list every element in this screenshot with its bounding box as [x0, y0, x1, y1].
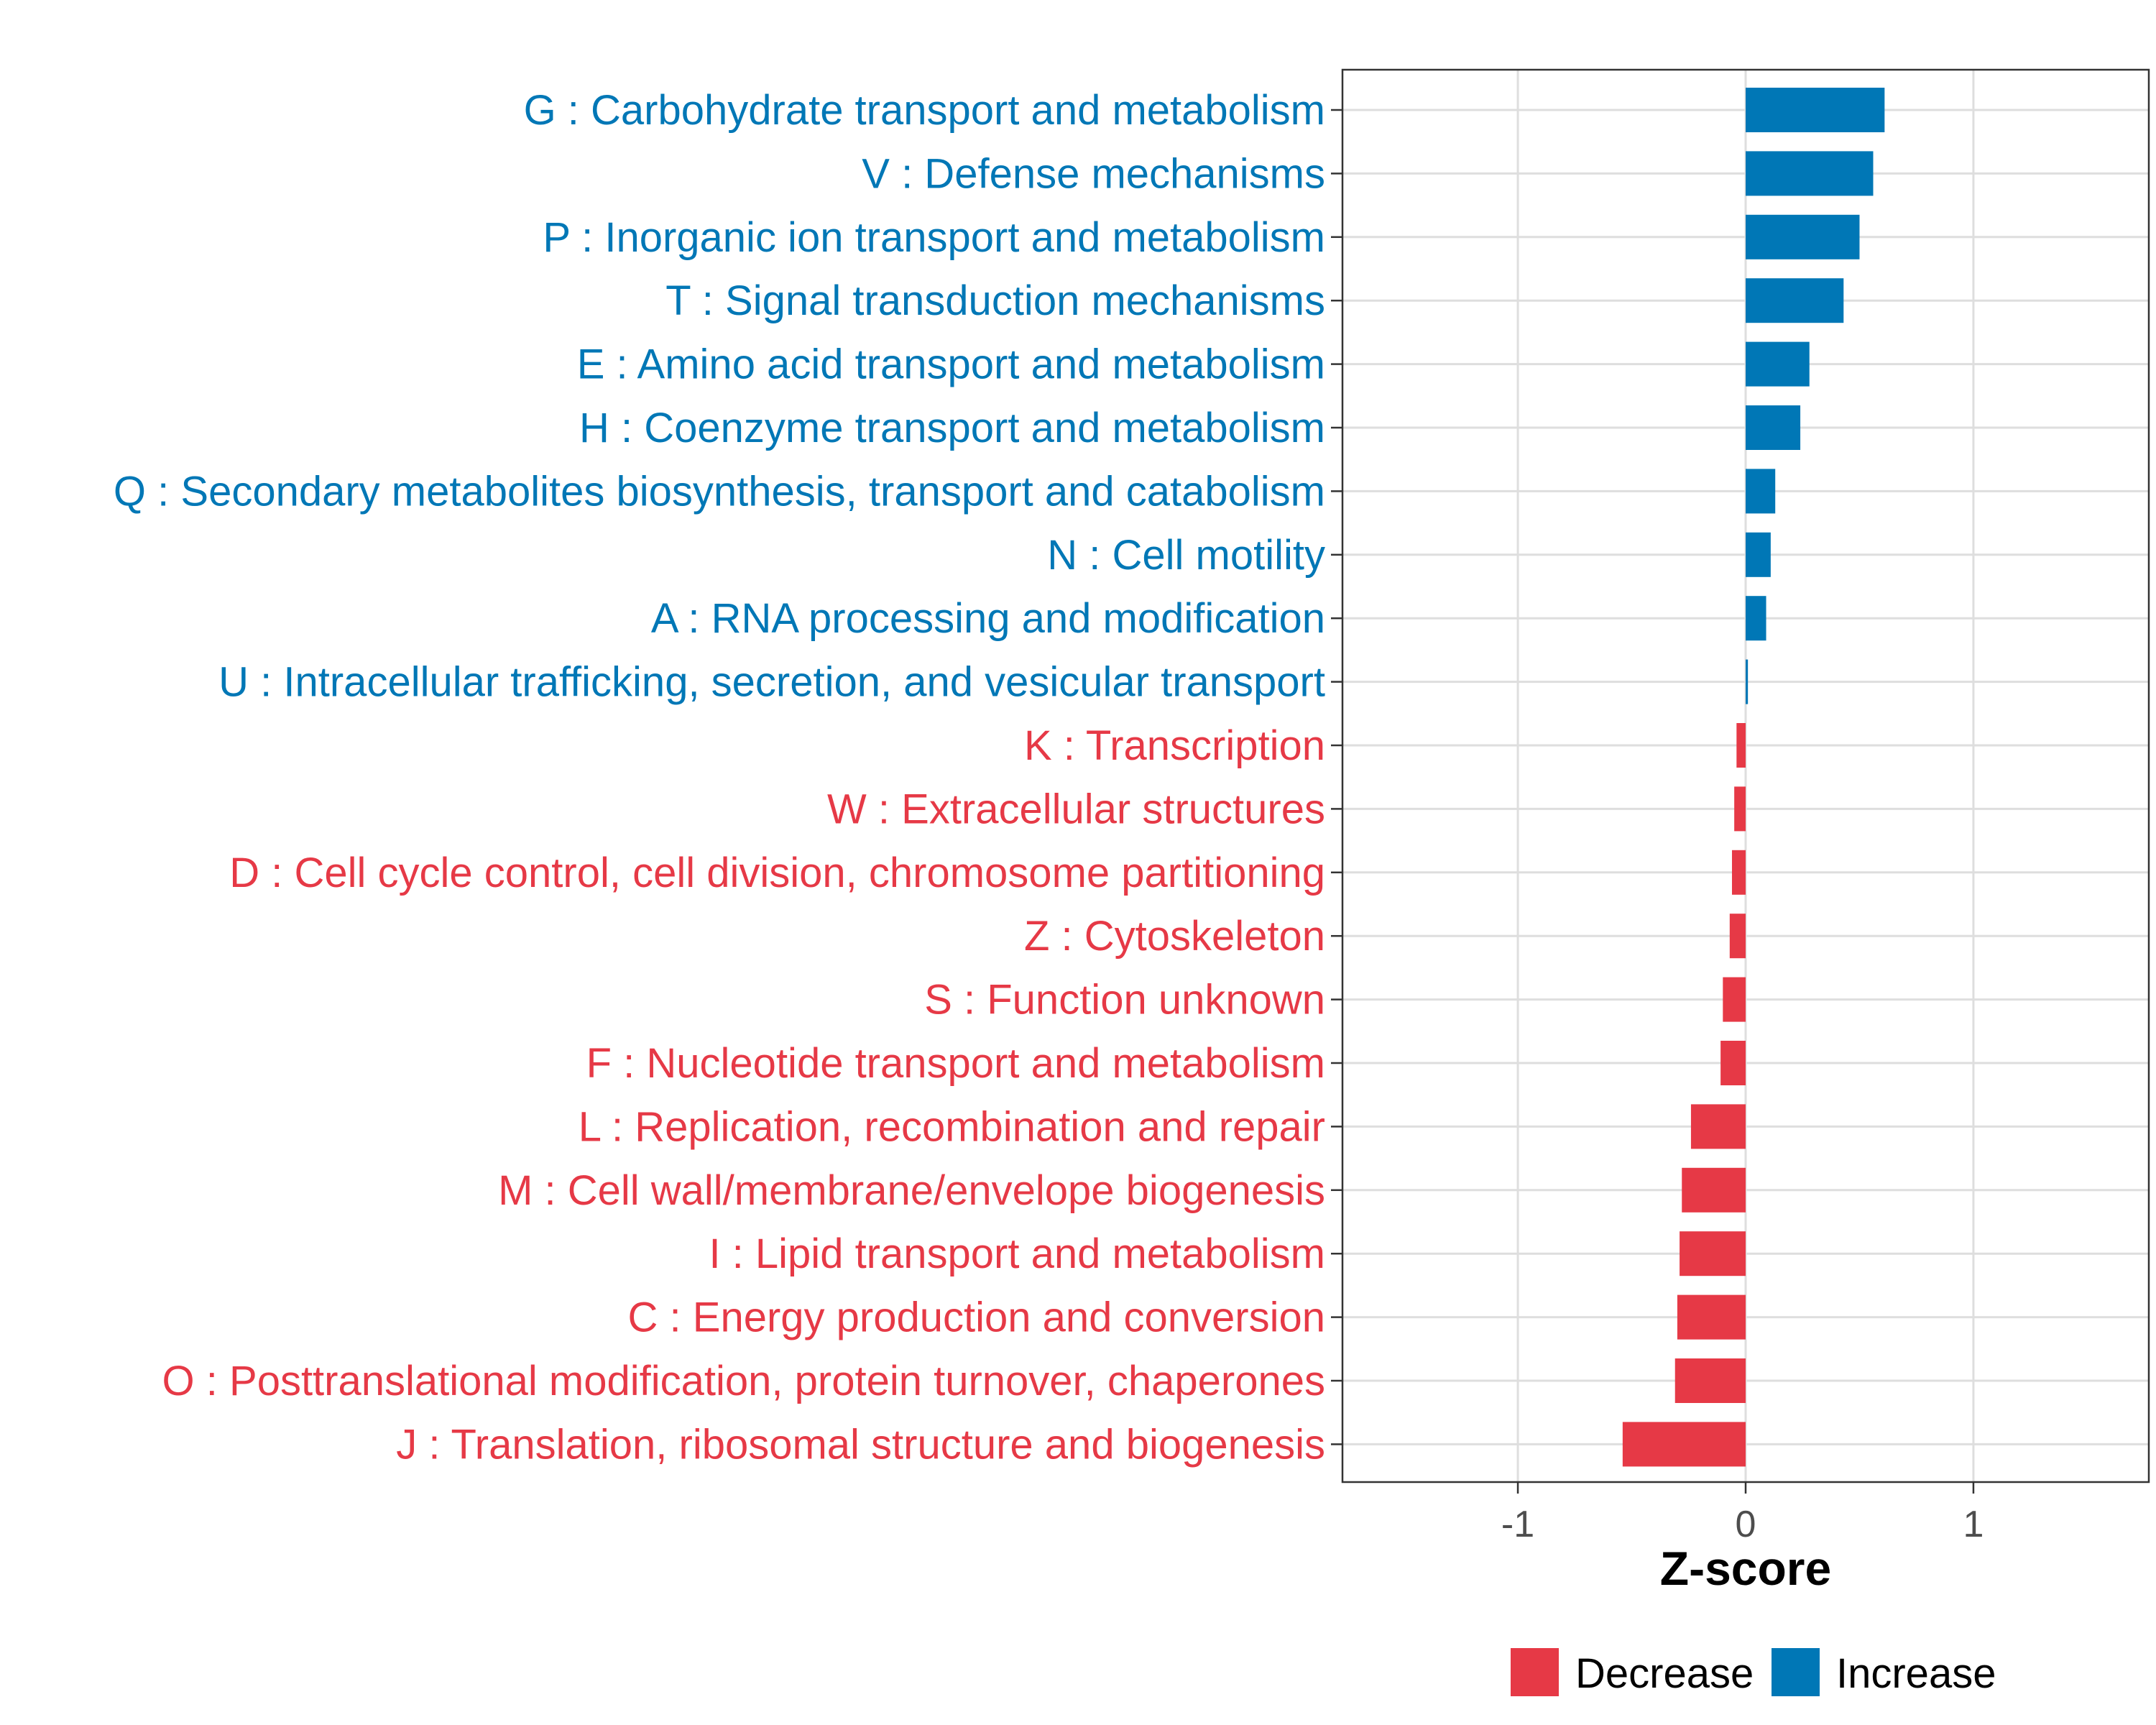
bar — [1746, 469, 1776, 514]
bar — [1746, 405, 1801, 450]
legend-swatch-increase — [1772, 1648, 1820, 1696]
category-label: S : Function unknown — [924, 977, 1325, 1024]
category-label: N : Cell motility — [1047, 532, 1325, 579]
bar — [1731, 850, 1746, 895]
category-label: P : Inorganic ion transport and metaboli… — [543, 214, 1325, 261]
bar — [1746, 151, 1874, 196]
bar — [1746, 341, 1810, 387]
category-label: I : Lipid transport and metabolism — [709, 1230, 1325, 1277]
category-label: U : Intracellular trafficking, secretion… — [218, 659, 1325, 706]
category-label: T : Signal transduction mechanisms — [665, 277, 1325, 324]
legend: Decrease Increase — [1511, 1648, 1996, 1697]
bar — [1674, 1358, 1746, 1403]
bar — [1690, 1104, 1746, 1149]
category-label: A : RNA processing and modification — [651, 595, 1325, 642]
bar — [1680, 1231, 1746, 1276]
bar — [1746, 659, 1749, 704]
bar — [1746, 88, 1885, 132]
category-label: W : Extracellular structures — [827, 786, 1325, 832]
x-axis-tick-labels: -1 0 1 — [1501, 1504, 1984, 1545]
category-label: H : Coenzyme transport and metabolism — [579, 405, 1325, 451]
category-label: Z : Cytoskeleton — [1024, 913, 1325, 960]
category-label: Q : Secondary metabolites biosynthesis, … — [114, 468, 1325, 515]
legend-swatch-decrease — [1511, 1648, 1559, 1696]
category-label: E : Amino acid transport and metabolism — [577, 341, 1325, 388]
bar — [1746, 532, 1771, 577]
category-label: K : Transcription — [1024, 722, 1325, 769]
legend-label-increase: Increase — [1836, 1650, 1996, 1697]
category-label: J : Translation, ribosomal structure and… — [396, 1421, 1325, 1468]
y-axis-ticks — [1331, 109, 1342, 1445]
bar — [1677, 1294, 1746, 1340]
bar — [1746, 278, 1844, 323]
x-tick-label: -1 — [1501, 1504, 1534, 1545]
bar — [1720, 1041, 1746, 1085]
x-tick-label: 1 — [1963, 1504, 1984, 1545]
bar — [1723, 977, 1746, 1022]
bar — [1746, 214, 1860, 259]
x-axis-title: Z-score — [1660, 1542, 1831, 1595]
category-label: L : Replication, recombination and repai… — [579, 1103, 1325, 1150]
x-axis-ticks — [1516, 1482, 1975, 1494]
bar — [1746, 596, 1766, 641]
bar — [1734, 786, 1746, 832]
y-axis-category-labels: G : Carbohydrate transport and metabolis… — [114, 87, 1325, 1468]
bar — [1729, 914, 1746, 959]
bar — [1682, 1167, 1746, 1213]
category-label: F : Nucleotide transport and metabolism — [586, 1040, 1325, 1087]
bars — [1622, 88, 1885, 1467]
bar — [1622, 1422, 1746, 1467]
category-label: C : Energy production and conversion — [628, 1294, 1325, 1341]
category-label: D : Cell cycle control, cell division, c… — [229, 850, 1325, 896]
category-label: M : Cell wall/membrane/envelope biogenes… — [498, 1167, 1325, 1214]
x-tick-label: 0 — [1736, 1504, 1756, 1545]
category-label: V : Defense mechanisms — [862, 150, 1325, 197]
bar — [1736, 723, 1746, 768]
category-label: O : Posttranslational modification, prot… — [162, 1358, 1325, 1404]
legend-label-decrease: Decrease — [1575, 1650, 1754, 1697]
category-label: G : Carbohydrate transport and metabolis… — [524, 87, 1325, 134]
